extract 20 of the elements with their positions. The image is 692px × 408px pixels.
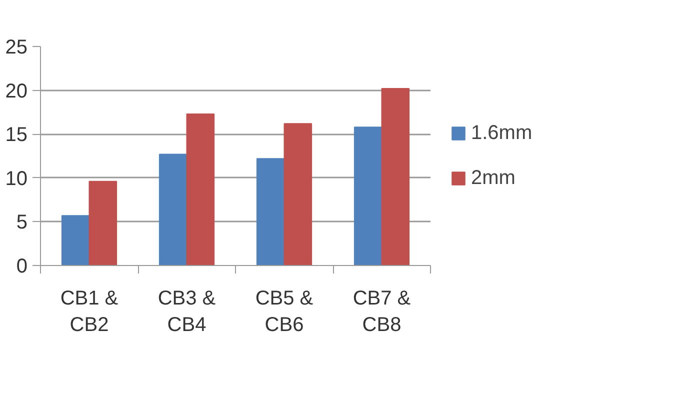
y-tick-label: 10	[5, 168, 28, 190]
bar	[381, 88, 410, 266]
bar	[186, 113, 215, 266]
y-tick-label: 0	[16, 256, 28, 278]
y-tick-label: 15	[5, 124, 28, 146]
bar	[158, 154, 188, 266]
bar	[284, 123, 312, 266]
y-tick-label: 25	[5, 36, 28, 58]
bar	[354, 126, 382, 266]
bar	[61, 215, 90, 266]
y-tick-label: 20	[5, 80, 28, 102]
legend-label: 2mm	[471, 166, 516, 190]
x-tick-label: CB7 & CB8	[352, 288, 412, 336]
x-tick-label: CB1 & CB2	[60, 288, 119, 336]
bar	[88, 180, 118, 266]
x-tick-label: CB5 & CB6	[255, 288, 314, 336]
bar	[256, 158, 285, 266]
x-tick-label: CB3 & CB4	[158, 288, 216, 336]
y-tick-label: 5	[16, 212, 28, 234]
legend-label: 1.6mm	[471, 122, 532, 144]
